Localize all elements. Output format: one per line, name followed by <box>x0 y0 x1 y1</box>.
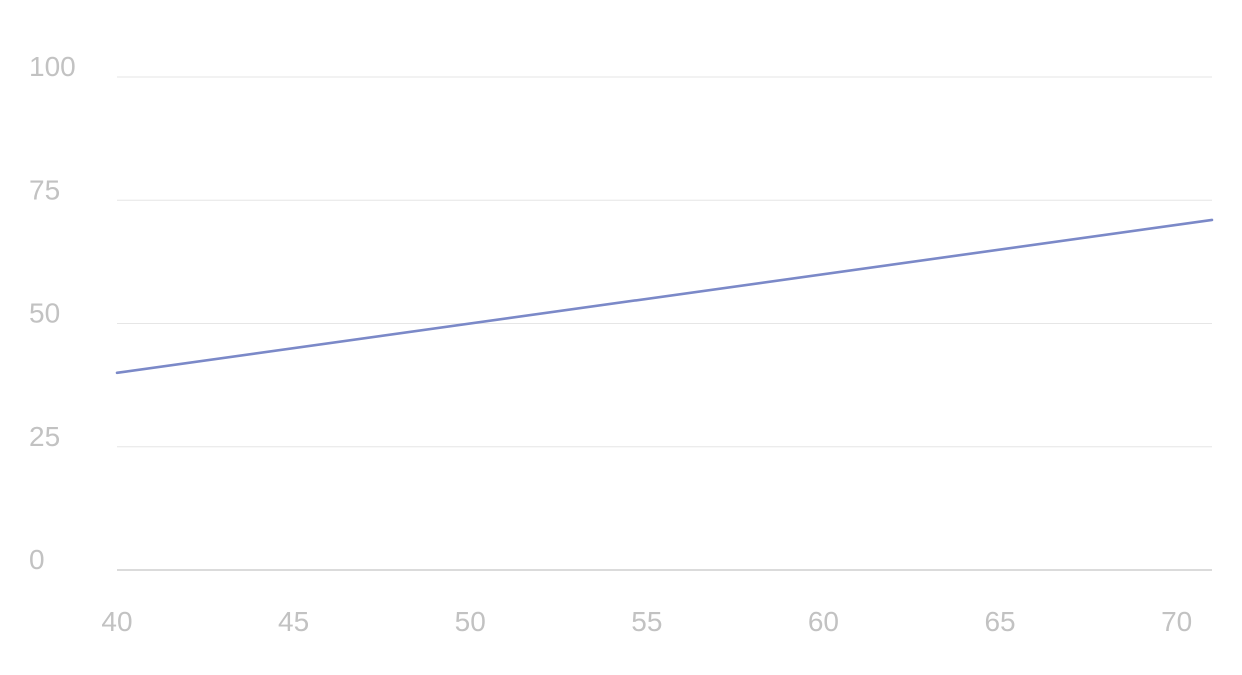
x-tick-label: 45 <box>278 606 309 637</box>
y-tick-label: 75 <box>29 174 60 205</box>
y-tick-label: 50 <box>29 298 60 329</box>
grid-layer <box>117 76 1212 571</box>
series-layer <box>115 218 1214 375</box>
x-tick-labels: 40 45 50 55 60 65 70 <box>101 606 1192 637</box>
x-tick-label: 55 <box>631 606 662 637</box>
x-tick-label: 65 <box>984 606 1015 637</box>
x-tick-label: 60 <box>808 606 839 637</box>
y-tick-label: 0 <box>29 544 45 575</box>
x-tick-label: 50 <box>455 606 486 637</box>
y-tick-labels: 0 25 50 75 100 <box>29 51 76 575</box>
x-tick-label: 70 <box>1161 606 1192 637</box>
y-tick-label: 25 <box>29 421 60 452</box>
x-tick-label: 40 <box>101 606 132 637</box>
y-tick-label: 100 <box>29 51 76 82</box>
series-line-0 <box>115 218 1214 375</box>
